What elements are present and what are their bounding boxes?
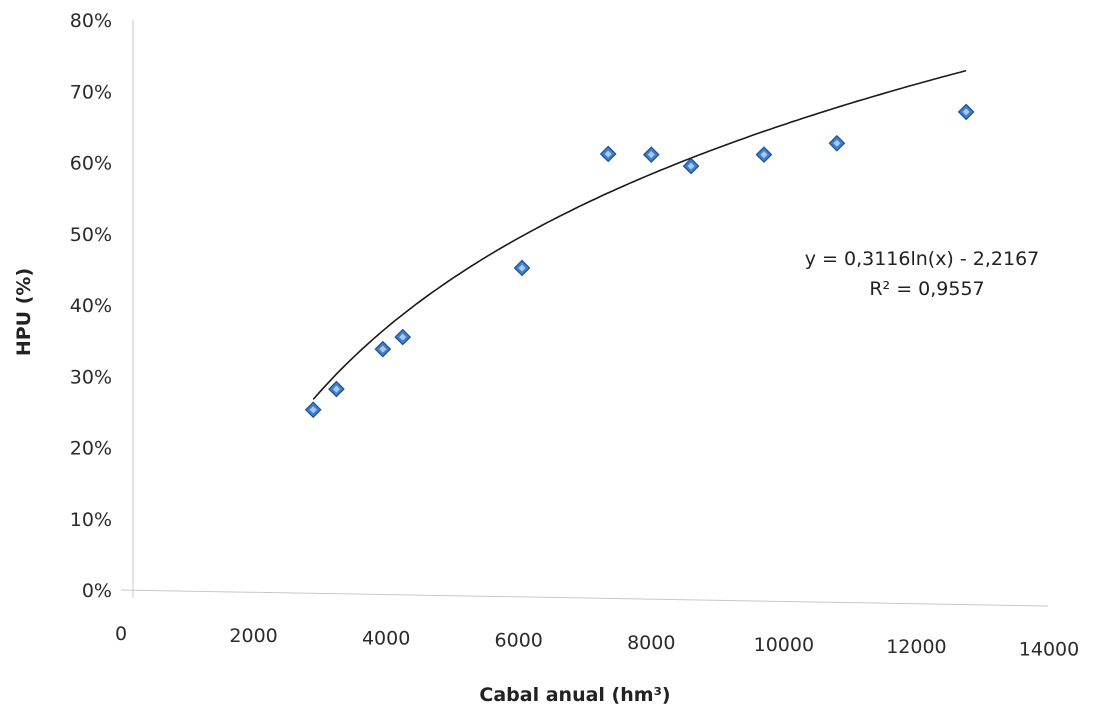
y-axis-title: HPU (%) (13, 268, 35, 356)
x-tick-label: 8000 (627, 632, 675, 654)
x-tick-label: 6000 (495, 630, 543, 652)
x-tick-label: 12000 (886, 636, 946, 658)
x-axis-title: Cabal anual (hm³) (479, 684, 670, 706)
x-tick-label: 14000 (1019, 638, 1079, 660)
trendline (313, 71, 966, 400)
x-tick-label: 4000 (362, 627, 410, 649)
x-tick-label: 2000 (229, 625, 277, 647)
y-tick-label: 60% (70, 153, 112, 175)
y-tick-labels: 0% 10% 20% 30% 40% 50% 60% 70% 80% (70, 10, 112, 602)
y-tick-label: 0% (82, 580, 112, 602)
y-tick-label: 70% (70, 81, 112, 103)
r-squared-label: R² = 0,9557 (869, 278, 984, 300)
y-tick-label: 30% (70, 366, 112, 388)
x-tick-labels: 0 2000 4000 6000 8000 10000 12000 14000 (115, 623, 1079, 660)
x-axis-line (121, 590, 1048, 606)
y-tick-label: 40% (70, 295, 112, 317)
x-axis (121, 590, 1048, 606)
equation-label: y = 0,3116ln(x) - 2,2167 (805, 248, 1040, 270)
y-tick-label: 10% (70, 509, 112, 531)
y-tick-label: 50% (70, 224, 112, 246)
x-tick-label: 0 (115, 623, 127, 645)
y-tick-label: 80% (70, 10, 112, 32)
x-tick-label: 10000 (754, 634, 814, 656)
y-tick-label: 20% (70, 438, 112, 460)
